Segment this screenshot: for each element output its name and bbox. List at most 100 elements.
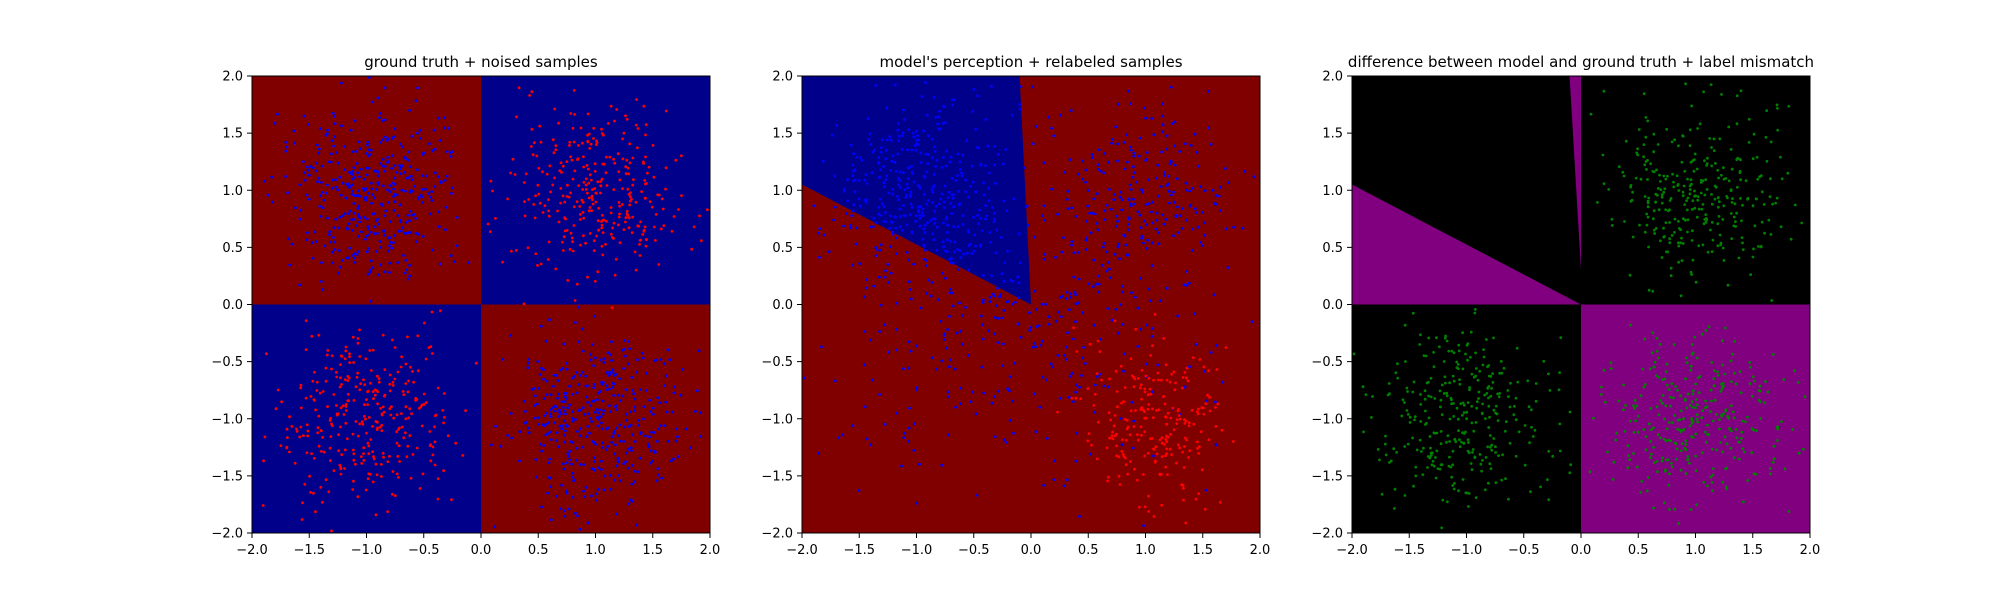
- scatter-point: [610, 435, 614, 439]
- scatter-point: [1168, 162, 1172, 166]
- scatter-point: [1533, 428, 1537, 432]
- scatter-point: [1710, 489, 1714, 492]
- scatter-point: [1665, 362, 1669, 366]
- scatter-point: [1023, 166, 1026, 170]
- scatter-point: [879, 150, 883, 154]
- scatter-point: [1558, 371, 1561, 374]
- scatter-point: [381, 333, 385, 337]
- scatter-point: [1646, 215, 1650, 219]
- scatter-point: [402, 393, 406, 397]
- scatter-point: [980, 365, 984, 369]
- scatter-point: [290, 425, 294, 428]
- scatter-point: [534, 252, 538, 256]
- scatter-point: [563, 433, 567, 437]
- scatter-point: [1121, 290, 1124, 294]
- scatter-point: [624, 114, 627, 118]
- scatter-point: [1109, 207, 1113, 211]
- scatter-point: [988, 231, 992, 234]
- scatter-point: [1019, 335, 1023, 339]
- scatter-point: [924, 264, 928, 267]
- scatter-point: [388, 240, 392, 244]
- scatter-point: [1081, 177, 1084, 181]
- scatter-point: [1638, 223, 1641, 227]
- scatter-point: [851, 263, 854, 267]
- scatter-point: [614, 257, 618, 261]
- scatter-point: [874, 254, 878, 257]
- scatter-point: [1011, 302, 1014, 306]
- scatter-point: [1056, 410, 1059, 414]
- scatter-point: [526, 246, 530, 250]
- scatter-point: [298, 217, 302, 221]
- scatter-point: [911, 131, 915, 135]
- scatter-point: [330, 152, 333, 156]
- scatter-point: [309, 165, 312, 168]
- scatter-point: [936, 298, 940, 302]
- scatter-point: [338, 385, 342, 389]
- scatter-point: [592, 239, 596, 243]
- scatter-point: [1717, 176, 1720, 180]
- scatter-point: [1143, 387, 1147, 391]
- scatter-point: [699, 435, 702, 438]
- scatter-point: [609, 104, 613, 108]
- scatter-point: [895, 236, 899, 240]
- scatter-point: [1199, 185, 1203, 189]
- scatter-point: [1129, 148, 1133, 152]
- scatter-point: [1403, 323, 1407, 327]
- scatter-point: [979, 243, 983, 247]
- scatter-point: [948, 315, 951, 318]
- scatter-point: [1652, 209, 1656, 213]
- scatter-point: [694, 410, 697, 413]
- scatter-point: [298, 435, 302, 439]
- scatter-point: [1609, 367, 1613, 370]
- scatter-point: [871, 150, 875, 154]
- scatter-point: [358, 147, 362, 151]
- scatter-point: [653, 225, 656, 229]
- scatter-point: [408, 190, 412, 194]
- scatter-point: [879, 197, 882, 201]
- scatter-point: [509, 412, 513, 415]
- scatter-point: [1752, 132, 1756, 136]
- scatter-point: [1705, 218, 1709, 222]
- scatter-point: [1672, 180, 1675, 184]
- scatter-point: [1694, 469, 1698, 473]
- scatter-point: [1018, 103, 1021, 106]
- scatter-point: [559, 507, 563, 510]
- scatter-point: [1011, 280, 1015, 283]
- scatter-point: [566, 406, 570, 410]
- scatter-point: [403, 231, 407, 235]
- scatter-point: [1712, 384, 1716, 388]
- scatter-point: [1647, 288, 1651, 292]
- scatter-point: [1400, 414, 1404, 418]
- scatter-point: [602, 361, 606, 364]
- scatter-point: [885, 106, 889, 110]
- scatter-point: [1136, 478, 1139, 482]
- scatter-point: [1153, 313, 1157, 316]
- region-blue: [481, 76, 710, 305]
- scatter-point: [415, 446, 419, 450]
- scatter-point: [664, 109, 668, 113]
- scatter-point: [1118, 483, 1122, 486]
- scatter-point: [1160, 503, 1164, 507]
- scatter-point: [1173, 388, 1177, 392]
- scatter-point: [871, 225, 875, 229]
- scatter-point: [407, 416, 411, 420]
- scatter-point: [1471, 448, 1475, 451]
- y-tick-label: 1.0: [1322, 184, 1343, 199]
- scatter-point: [1142, 106, 1146, 110]
- scatter-point: [1091, 156, 1094, 160]
- scatter-point: [959, 386, 963, 390]
- scatter-point: [433, 463, 437, 467]
- scatter-point: [587, 132, 591, 136]
- scatter-point: [1113, 414, 1117, 417]
- scatter-point: [1651, 289, 1655, 293]
- scatter-point: [605, 388, 609, 392]
- scatter-point: [381, 158, 385, 161]
- scatter-point: [1178, 214, 1182, 218]
- scatter-point: [357, 434, 360, 438]
- scatter-point: [618, 423, 622, 427]
- scatter-point: [379, 246, 383, 249]
- scatter-point: [1452, 351, 1456, 355]
- scatter-point: [1005, 300, 1009, 304]
- scatter-point: [1378, 458, 1381, 462]
- scatter-point: [1487, 396, 1490, 400]
